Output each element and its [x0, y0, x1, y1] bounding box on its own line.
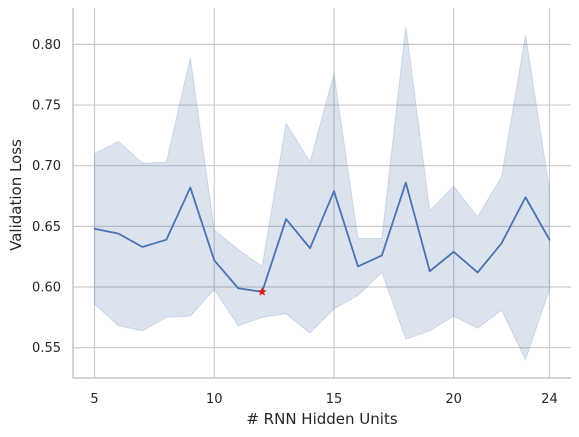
x-tick-label: 24: [541, 392, 558, 407]
best-point-star: [257, 286, 267, 296]
grid: [73, 8, 571, 378]
x-tick-label: 20: [445, 392, 462, 407]
y-tick-label: 0.75: [32, 99, 61, 114]
y-tick-label: 0.55: [32, 341, 61, 356]
y-tick-labels: 0.55 0.60 0.65 0.70 0.75 0.80: [32, 38, 61, 356]
axes: [72, 8, 571, 379]
x-tick-labels: 5 10 15 20 24: [90, 392, 557, 407]
y-tick-label: 0.65: [32, 220, 61, 235]
x-tick-label: 5: [90, 392, 98, 407]
y-tick-label: 0.70: [32, 159, 61, 174]
x-tick-label: 10: [206, 392, 223, 407]
y-tick-label: 0.80: [32, 38, 61, 53]
series-line: [93, 181, 551, 293]
x-tick-label: 15: [326, 392, 343, 407]
best-point-marker-group: [257, 286, 267, 296]
y-axis-label: Validation Loss: [7, 139, 25, 251]
x-axis-label: # RNN Hidden Units: [246, 410, 397, 428]
y-tick-label: 0.60: [32, 281, 61, 296]
confidence-band: [94, 26, 550, 362]
confidence-band-area: [94, 26, 550, 362]
